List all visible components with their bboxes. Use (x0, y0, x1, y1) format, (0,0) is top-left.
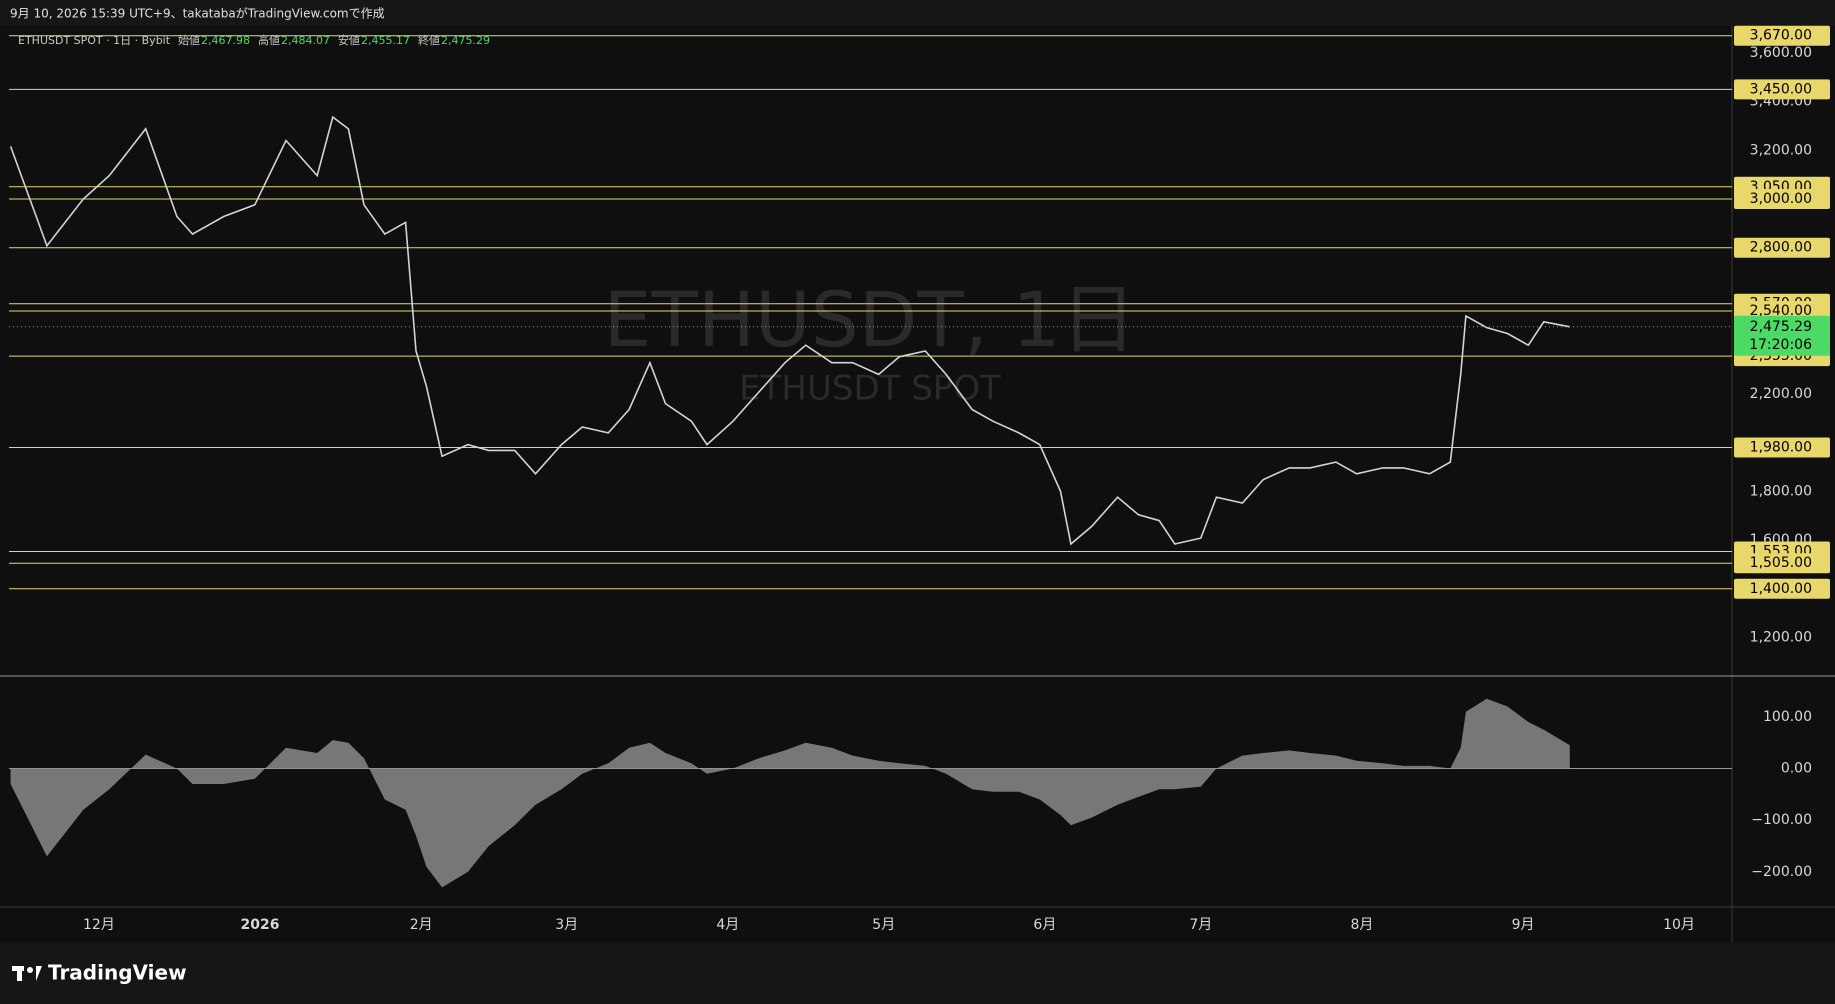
x-tick-label: 10月 (1663, 917, 1695, 933)
x-tick-label: 5月 (872, 917, 895, 933)
logo-text: TradingView (48, 961, 187, 985)
logo-mark (27, 967, 33, 973)
level-label-box (1734, 237, 1830, 258)
ohlc-name: 終値 (418, 34, 440, 47)
last-price-box (1734, 315, 1830, 356)
logo (12, 966, 42, 981)
ohlc-name: 安値 (338, 34, 360, 47)
level-label: 2,540.00 (1750, 303, 1812, 319)
level-label-box (1734, 25, 1830, 46)
x-tick-label: 8月 (1350, 917, 1373, 933)
logo-mark (17, 966, 22, 981)
ohlc-value: 2,475.29 (441, 34, 490, 47)
y-tick-label: 100.00 (1763, 709, 1812, 725)
y-tick-label: 1,800.00 (1750, 483, 1812, 499)
watermark-sub: ETHUSDT SPOT (739, 369, 1001, 409)
y-tick-label: 3,200.00 (1750, 142, 1812, 158)
level-label: 1,980.00 (1750, 439, 1812, 455)
x-tick-label: 2月 (410, 917, 433, 933)
y-tick-label: 3,600.00 (1750, 45, 1812, 61)
x-tick-label: 2026 (241, 917, 280, 933)
level-label-box (1734, 553, 1830, 574)
countdown: 17:20:06 (1749, 337, 1812, 353)
header-bar (0, 0, 1835, 26)
ohlc-value: 2,455.17 (361, 34, 410, 47)
level-label: 3,000.00 (1750, 191, 1812, 207)
level-label: 1,505.00 (1750, 555, 1812, 571)
level-label: 2,800.00 (1750, 240, 1812, 256)
ohlc-value: 2,467.98 (201, 34, 250, 47)
y-tick-label: −200.00 (1751, 864, 1812, 880)
footer-bar (0, 943, 1835, 1004)
level-label-box (1734, 578, 1830, 599)
x-tick-label: 6月 (1033, 917, 1056, 933)
symbol-legend: ETHUSDT SPOT · 1日 · Bybit 始値 2,467.98 高値 2,4… (18, 33, 490, 47)
symbol: ETHUSDT SPOT · 1日 · Bybit (18, 34, 171, 47)
last-price-label: 2,475.29 (1750, 319, 1812, 335)
watermark: ETHUSDT, 1日 (603, 275, 1136, 364)
x-tick-label: 12月 (83, 917, 115, 933)
caption: 9月 10, 2026 15:39 UTC+9、takatabaがTrading… (10, 6, 385, 21)
y-tick-label: 1,200.00 (1750, 630, 1812, 646)
logo-mark (36, 966, 42, 981)
level-label: 3,450.00 (1750, 81, 1812, 97)
level-label: 1,400.00 (1750, 581, 1812, 597)
level-label-box (1734, 188, 1830, 209)
y-tick-label: −100.00 (1751, 812, 1812, 828)
level-label-box (1734, 437, 1830, 458)
level-label: 3,670.00 (1750, 28, 1812, 44)
y-tick-label: 2,200.00 (1750, 386, 1812, 402)
level-label-box (1734, 79, 1830, 100)
ohlc-value: 2,484.07 (281, 34, 330, 47)
x-tick-label: 4月 (716, 917, 739, 933)
ohlc-name: 始値 (178, 33, 200, 47)
price-line (9, 115, 1570, 546)
x-tick-label: 7月 (1189, 917, 1212, 933)
y-tick-label: 0.00 (1781, 761, 1812, 777)
x-tick-label: 3月 (555, 917, 578, 933)
ohlc-name: 高値 (258, 33, 280, 47)
x-tick-label: 9月 (1512, 917, 1535, 933)
